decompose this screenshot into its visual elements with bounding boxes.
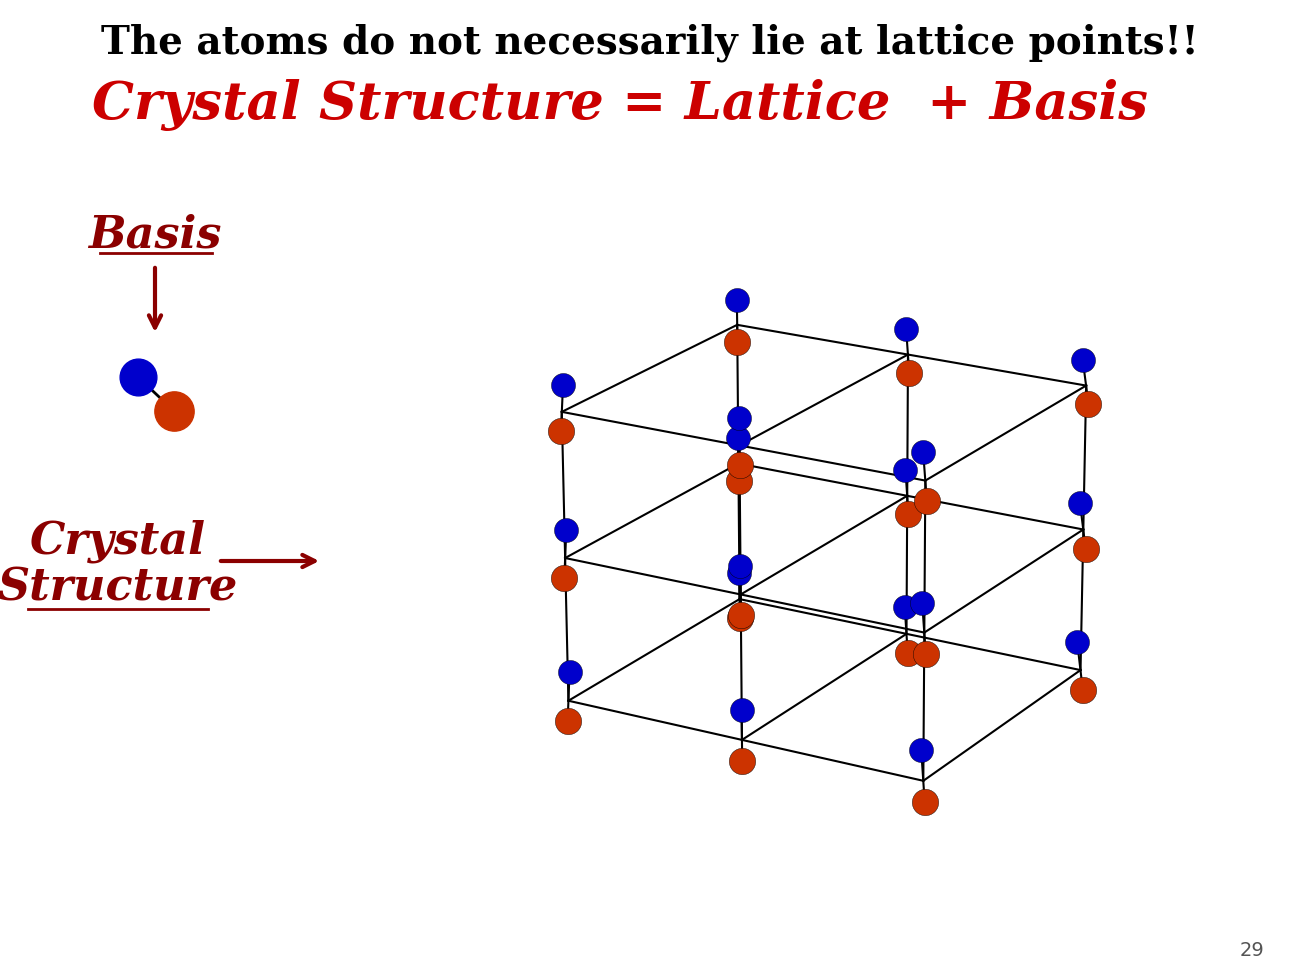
Text: Basis: Basis	[88, 213, 222, 257]
Point	[164, 403, 185, 418]
Text: Crystal: Crystal	[30, 520, 205, 562]
Text: The atoms do not necessarily lie at lattice points!!: The atoms do not necessarily lie at latt…	[101, 23, 1199, 62]
Point	[127, 369, 148, 384]
Text: Crystal Structure = Lattice  + Basis: Crystal Structure = Lattice + Basis	[92, 79, 1148, 131]
Text: 29: 29	[1240, 942, 1265, 960]
Text: Structure: Structure	[0, 566, 238, 609]
